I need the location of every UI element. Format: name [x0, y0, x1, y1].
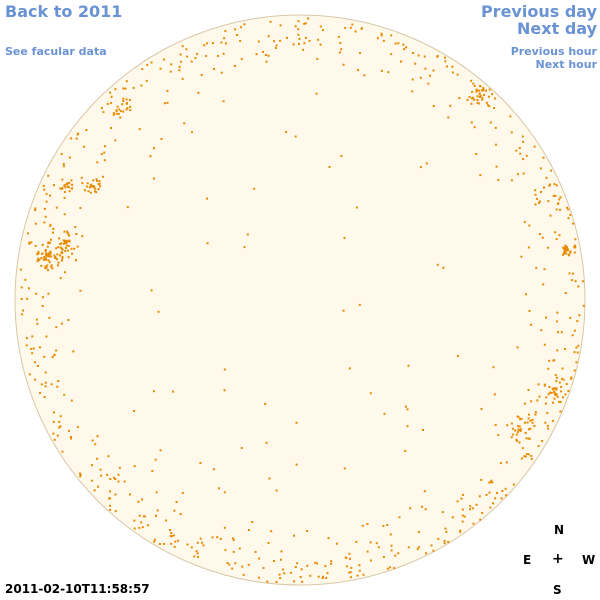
see-facular-data-link[interactable]: See facular data — [5, 45, 107, 58]
compass-east-label: E — [523, 553, 532, 567]
observation-timestamp: 2011-02-10T11:58:57 — [5, 582, 150, 596]
previous-hour-link[interactable]: Previous hour — [510, 45, 597, 58]
next-day-link[interactable]: Next day — [517, 19, 597, 38]
next-hour-link[interactable]: Next hour — [535, 58, 598, 71]
compass-north-label: N — [554, 523, 565, 537]
solar-disk — [14, 14, 586, 586]
previous-day-link[interactable]: Previous day — [480, 2, 597, 21]
back-to-year-link[interactable]: Back to 2011 — [5, 2, 123, 21]
compass-west-label: W — [582, 553, 596, 567]
chromospheric-network-specks — [19, 17, 585, 583]
compass-south-label: S — [553, 583, 562, 597]
compass-center-cross: + — [552, 551, 564, 567]
